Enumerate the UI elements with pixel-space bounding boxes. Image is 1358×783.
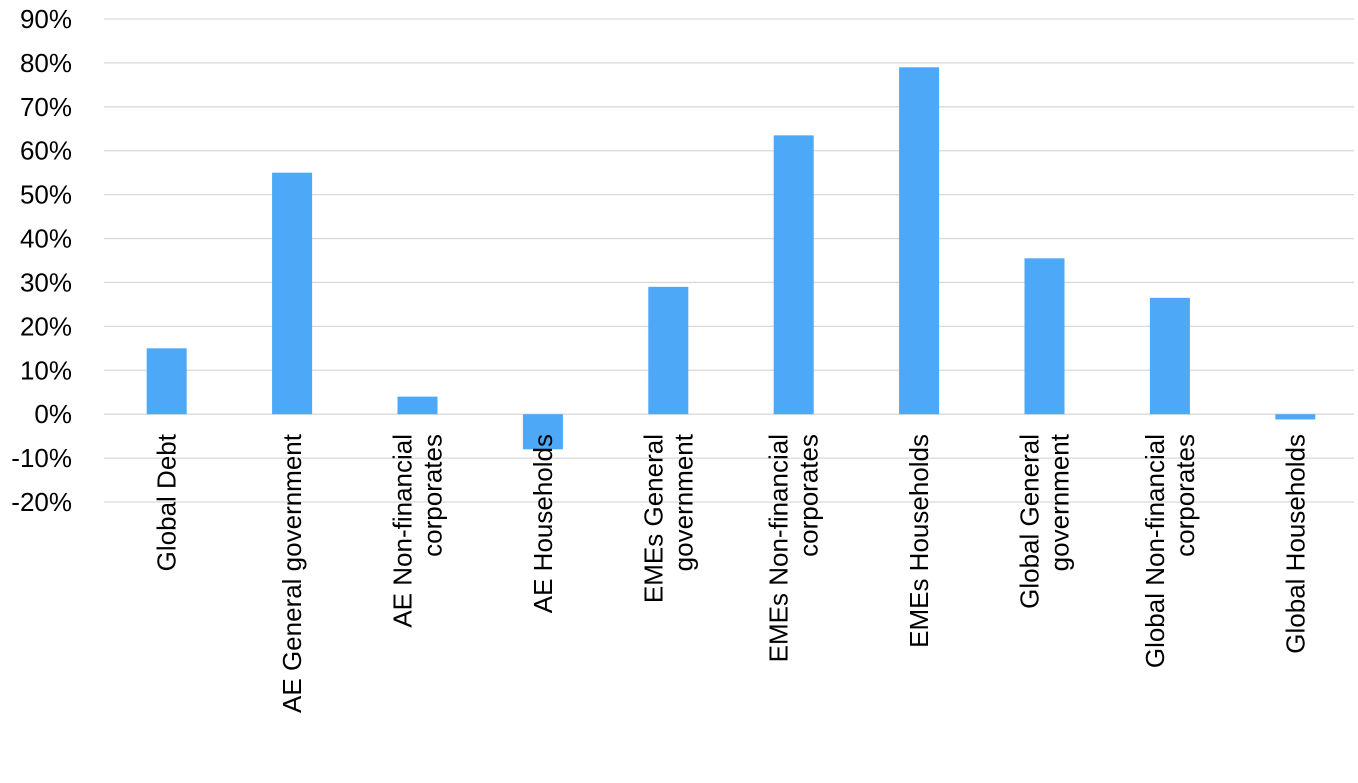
bar — [397, 396, 438, 415]
x-category-label: government — [668, 433, 698, 571]
x-category-label: corporates — [1170, 434, 1200, 557]
y-tick-label: 30% — [20, 267, 72, 297]
x-category-label: corporates — [418, 434, 448, 557]
x-category-label: EMEs Households — [904, 434, 934, 648]
bar — [1149, 297, 1190, 415]
x-category-label: AE Households — [528, 434, 558, 613]
x-category-label: Global General — [1015, 434, 1045, 609]
bar — [522, 414, 563, 450]
y-tick-label: 40% — [20, 224, 72, 254]
y-tick-label: 50% — [20, 180, 72, 210]
y-tick-label: 70% — [20, 92, 72, 122]
bar — [272, 172, 313, 415]
gridlines — [104, 18, 1354, 503]
x-category-label: Global Non-financial — [1140, 434, 1170, 668]
x-category-label: AE Non-financial — [388, 434, 418, 628]
y-tick-label: 20% — [20, 311, 72, 341]
y-tick-label: 80% — [20, 48, 72, 78]
y-tick-label: 0% — [34, 399, 72, 429]
bar — [773, 135, 814, 415]
x-category-label: government — [1045, 433, 1075, 571]
x-category-label: corporates — [794, 434, 824, 557]
bar — [146, 348, 187, 415]
y-tick-label: 60% — [20, 136, 72, 166]
y-axis-tick-labels: -20% -10% 0% 10% 20% 30% 40% 50% 60% 70% 80% 90% — [11, 4, 72, 517]
bars — [146, 67, 1316, 450]
bar — [1275, 414, 1316, 420]
x-category-label: AE General government — [277, 433, 307, 713]
x-category-label: Global Debt — [152, 433, 182, 571]
x-category-label: Global Households — [1280, 434, 1310, 654]
x-category-label: EMEs General — [638, 434, 668, 603]
bar — [899, 67, 940, 415]
x-axis-category-labels: Global Debt AE General government AE Non-f… — [152, 433, 1311, 713]
y-tick-label: -10% — [11, 443, 72, 473]
bar — [648, 286, 689, 415]
y-tick-label: 10% — [20, 355, 72, 385]
y-tick-label: 90% — [20, 4, 72, 34]
y-tick-label: -20% — [11, 487, 72, 517]
bar — [1024, 258, 1065, 415]
x-category-label: EMEs Non-financial — [764, 434, 794, 662]
